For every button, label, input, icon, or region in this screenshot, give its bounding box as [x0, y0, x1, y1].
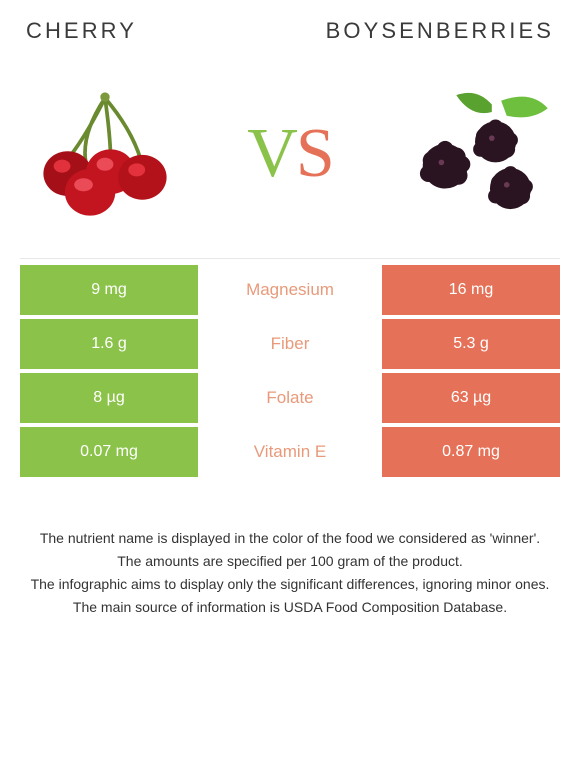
table-row: 9 mgMagnesium16 mg: [20, 265, 560, 319]
right-value: 5.3 g: [382, 319, 560, 369]
nutrient-label: Magnesium: [198, 265, 382, 315]
vs-s: S: [296, 115, 333, 192]
left-value: 0.07 mg: [20, 427, 198, 477]
nutrient-label: Fiber: [198, 319, 382, 369]
title-row: Cherry Boysenberries: [20, 18, 560, 44]
left-value: 9 mg: [20, 265, 198, 315]
footnote-line: The amounts are specified per 100 gram o…: [24, 552, 556, 571]
right-food-title: Boysenberries: [326, 18, 554, 44]
nutrient-label: Vitamin E: [198, 427, 382, 477]
nutrient-label: Folate: [198, 373, 382, 423]
boysenberry-illustration: [390, 84, 560, 224]
footnotes: The nutrient name is displayed in the co…: [20, 529, 560, 617]
footnote-line: The nutrient name is displayed in the co…: [24, 529, 556, 548]
infographic-root: Cherry Boysenberries: [0, 0, 580, 784]
right-value: 16 mg: [382, 265, 560, 315]
table-row: 0.07 mgVitamin E0.87 mg: [20, 427, 560, 481]
vs-label: VS: [247, 114, 333, 194]
left-value: 1.6 g: [20, 319, 198, 369]
left-value: 8 µg: [20, 373, 198, 423]
hero-row: VS: [20, 84, 560, 224]
right-value: 63 µg: [382, 373, 560, 423]
left-food-title: Cherry: [26, 18, 137, 44]
divider: [20, 258, 560, 259]
footnote-line: The infographic aims to display only the…: [24, 575, 556, 594]
footnote-line: The main source of information is USDA F…: [24, 598, 556, 617]
table-row: 8 µgFolate63 µg: [20, 373, 560, 427]
comparison-table: 9 mgMagnesium16 mg1.6 gFiber5.3 g8 µgFol…: [20, 263, 560, 481]
vs-v: V: [247, 115, 296, 192]
table-row: 1.6 gFiber5.3 g: [20, 319, 560, 373]
right-value: 0.87 mg: [382, 427, 560, 477]
cherry-illustration: [20, 84, 190, 224]
